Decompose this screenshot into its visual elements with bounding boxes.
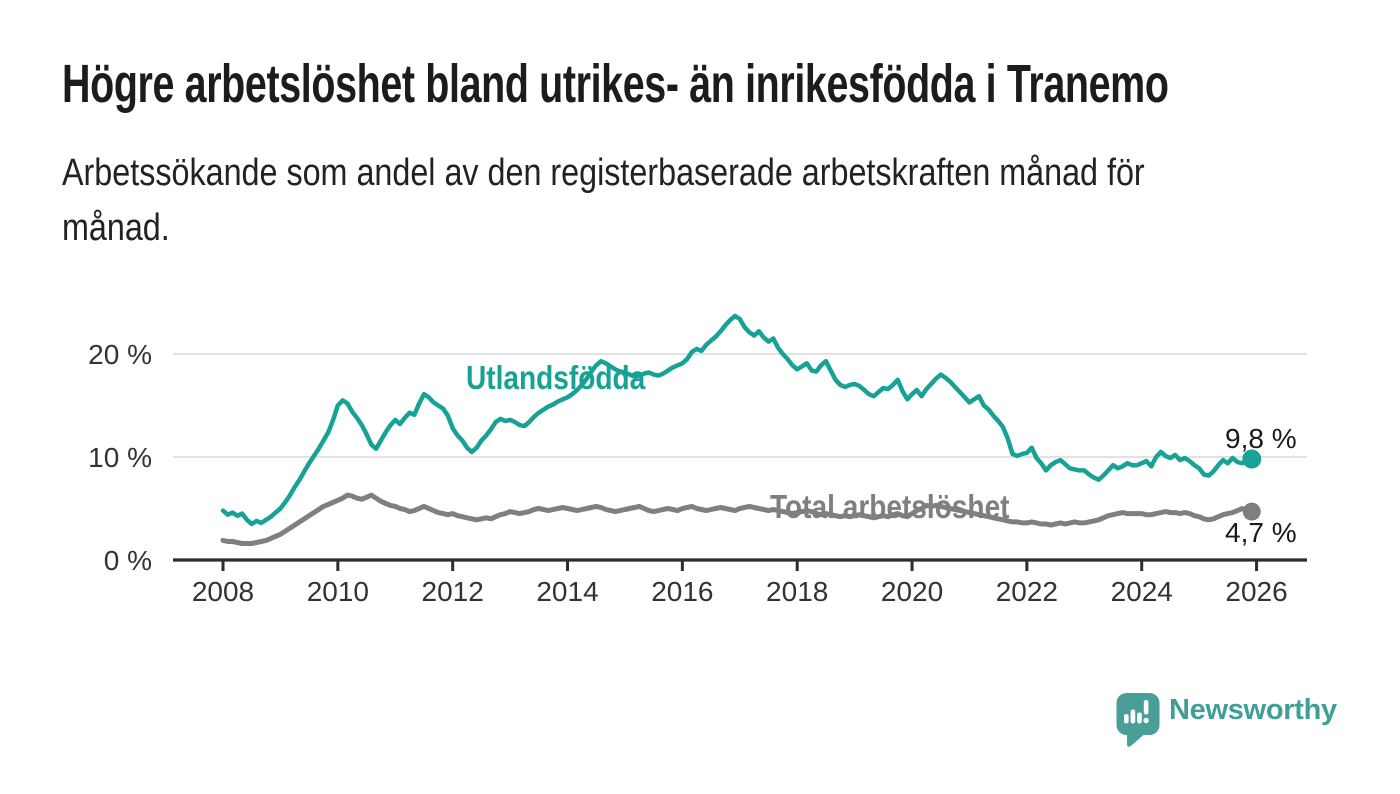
series-label-utlandsfodda: Utlandsfödda	[466, 359, 646, 396]
end-value-label-total: 4,7 %	[1225, 517, 1297, 548]
newsworthy-bubble-icon	[1116, 693, 1160, 747]
newsworthy-logo: Newsworthy	[1116, 692, 1337, 752]
series-end-dot-1	[1242, 502, 1261, 521]
series-line-1	[220, 492, 1255, 546]
x-axis-tick-label: 2014	[536, 576, 598, 607]
page-title: Högre arbetslöshet bland utrikes- än inr…	[62, 54, 1169, 114]
end-value-label-utlandsfodda: 9,8 %	[1225, 423, 1297, 454]
y-axis-tick-label: 0 %	[104, 545, 152, 576]
x-axis-tick-label: 2008	[192, 576, 254, 607]
x-axis-tick-label: 2022	[996, 576, 1058, 607]
series-line-0	[220, 313, 1255, 527]
x-axis-tick-label: 2010	[307, 576, 369, 607]
newsworthy-logo-text: Newsworthy	[1169, 694, 1337, 726]
x-axis-tick-label: 2020	[881, 576, 943, 607]
series-end-dot-0	[1242, 449, 1262, 469]
page-subtitle: Arbetssökande som andel av den registerb…	[62, 152, 1145, 250]
x-axis-tick-label: 2024	[1111, 576, 1173, 607]
series-label-total-arbetsloshet: Total arbetslöshet	[770, 488, 1010, 525]
x-axis-tick-label: 2012	[422, 576, 484, 607]
x-axis-tick-label: 2026	[1225, 576, 1287, 607]
y-axis-tick-label: 10 %	[88, 442, 152, 473]
x-axis-tick-label: 2018	[766, 576, 828, 607]
x-axis-tick-label: 2016	[651, 576, 713, 607]
y-axis-tick-label: 20 %	[88, 339, 152, 370]
